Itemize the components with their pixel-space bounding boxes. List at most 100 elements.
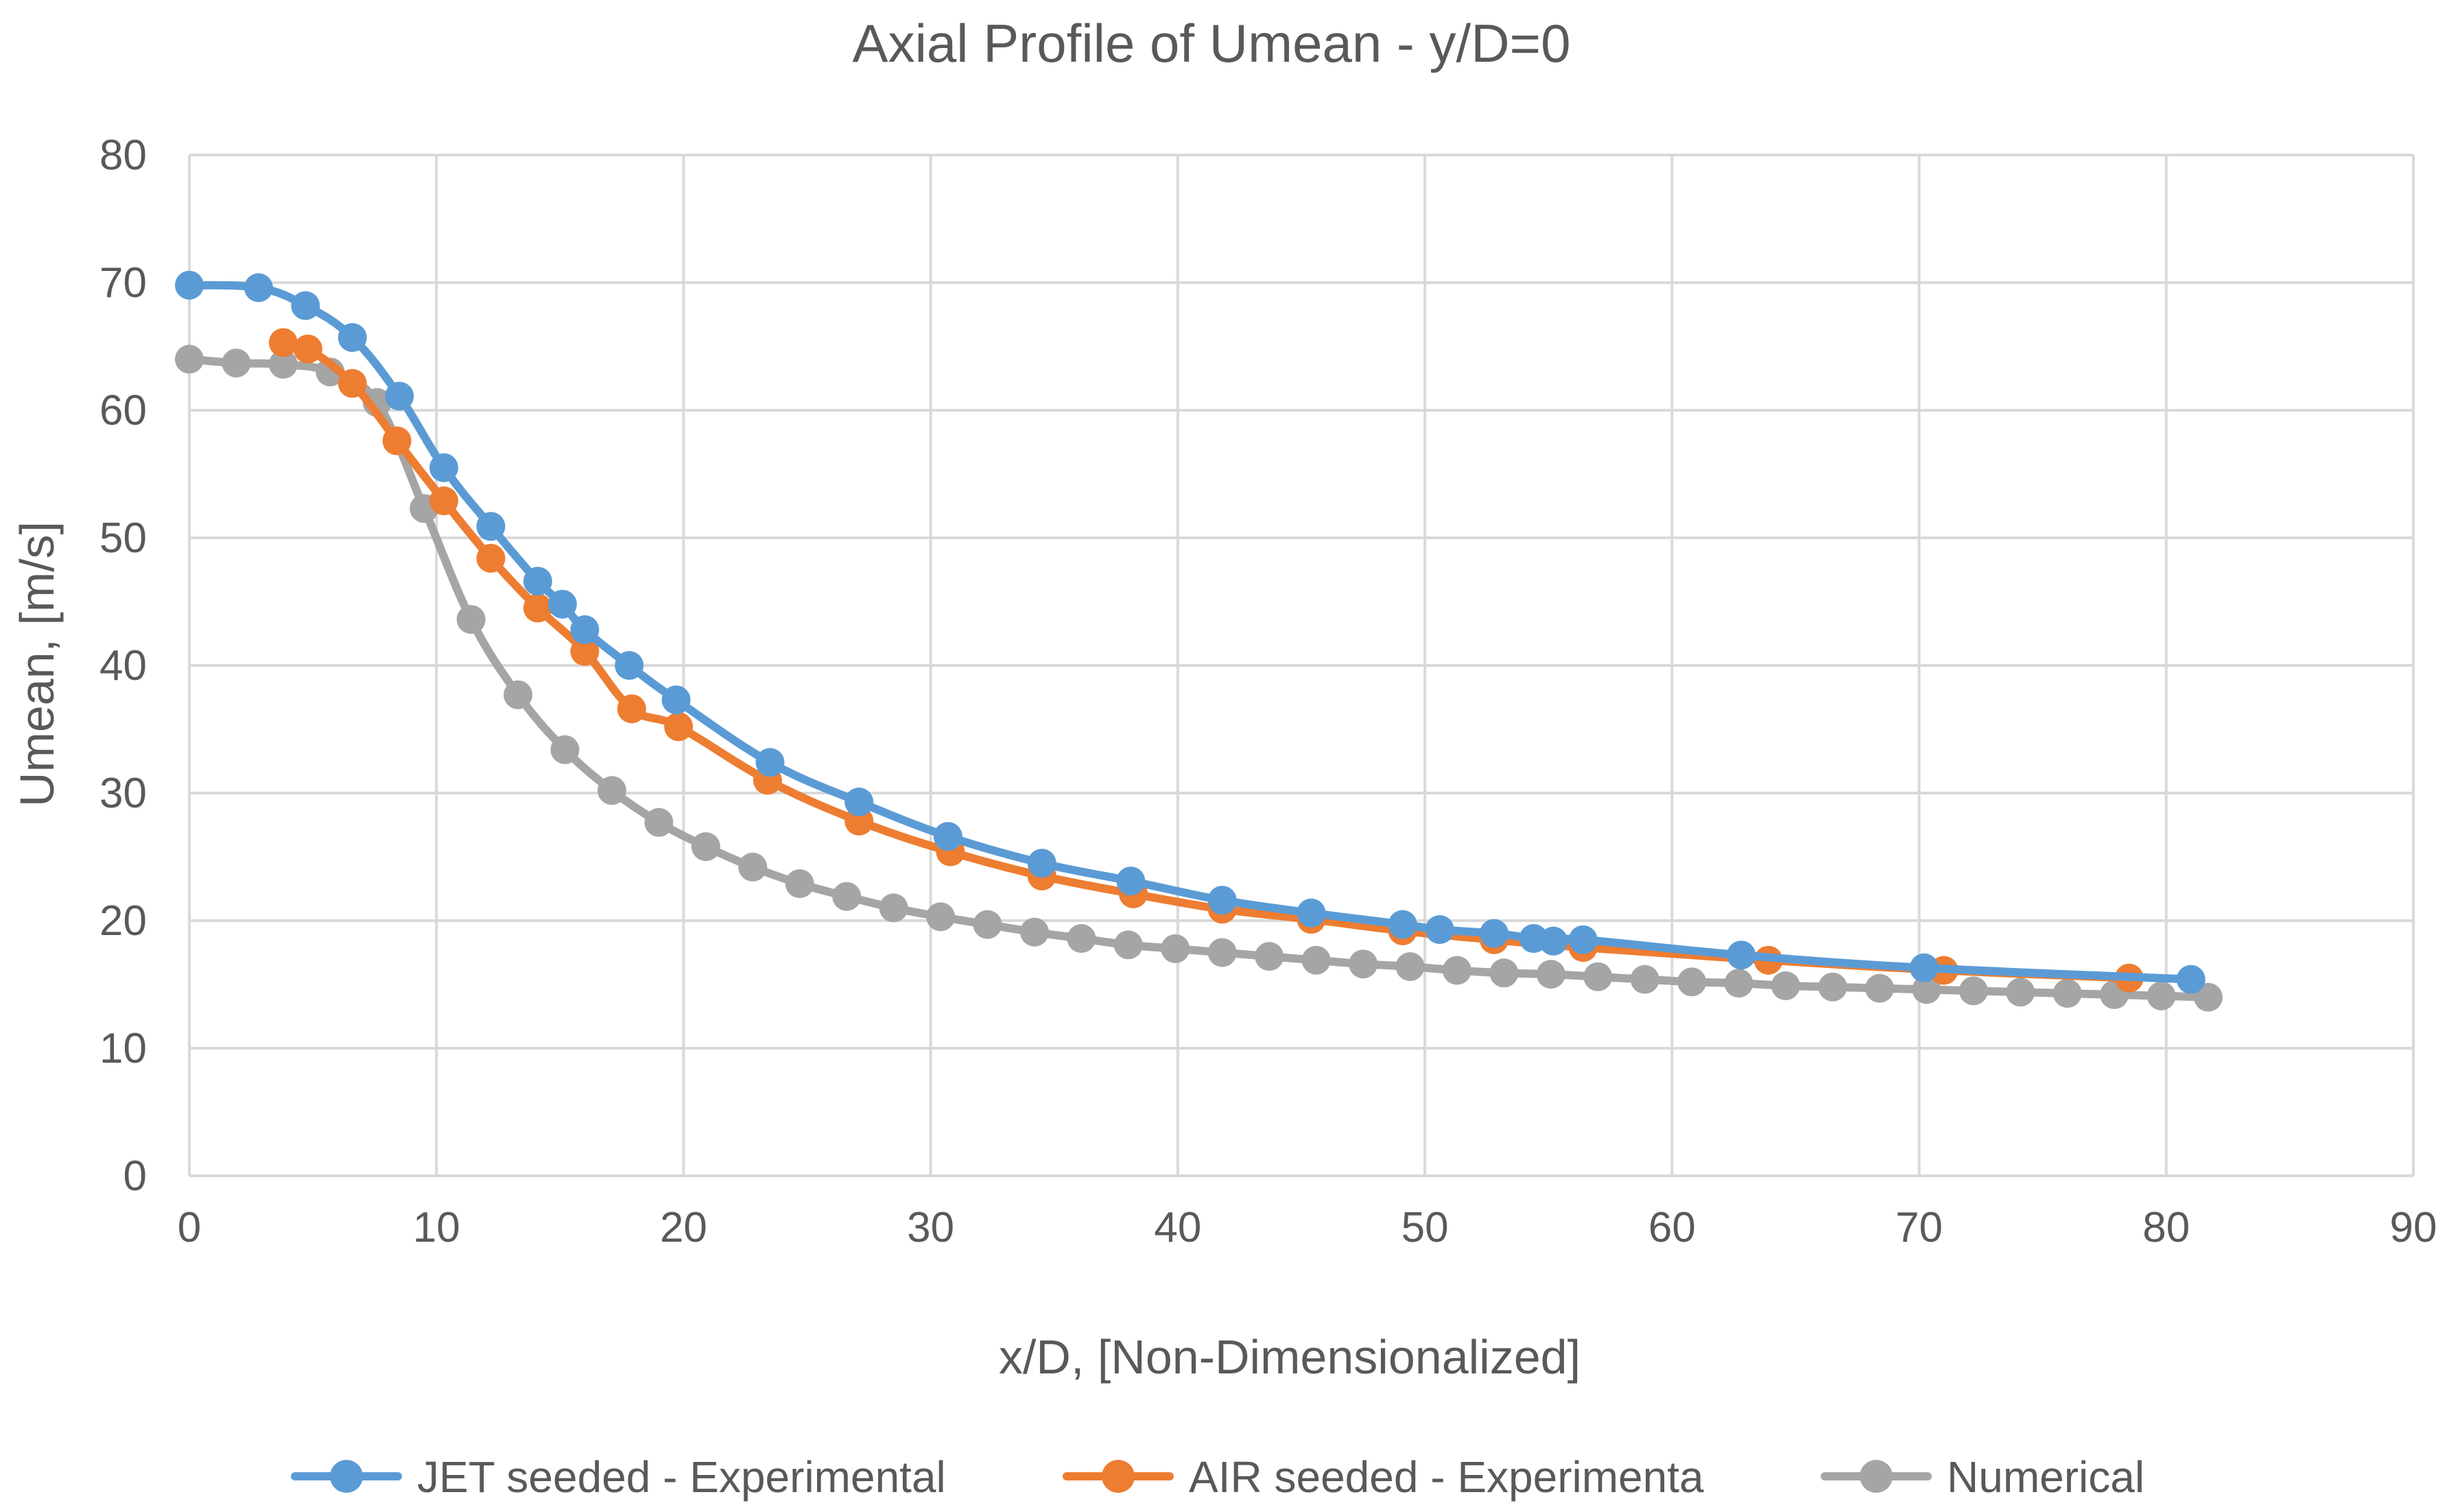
legend-swatch-marker xyxy=(1102,1460,1135,1493)
legend-label: Numerical xyxy=(1947,1452,2144,1502)
data-point xyxy=(2176,965,2205,994)
data-point xyxy=(2053,979,2082,1008)
data-point xyxy=(268,328,298,357)
x-tick-label: 70 xyxy=(1895,1204,1943,1251)
data-point xyxy=(933,822,962,851)
x-tick-label: 0 xyxy=(178,1204,201,1251)
x-tick-label: 80 xyxy=(2142,1204,2190,1251)
data-point xyxy=(456,605,486,634)
data-point xyxy=(2006,978,2035,1007)
data-point xyxy=(617,694,646,724)
data-point xyxy=(547,589,577,619)
data-point xyxy=(1771,971,1800,1000)
data-point xyxy=(570,637,600,666)
data-point xyxy=(382,426,412,456)
x-tick-label: 40 xyxy=(1154,1204,1201,1251)
series-layer xyxy=(175,270,2223,1012)
legend-item[interactable]: Numerical xyxy=(1821,1452,2144,1502)
data-point xyxy=(598,776,626,805)
data-point xyxy=(222,349,251,378)
data-point xyxy=(175,344,204,374)
data-point xyxy=(1724,969,1753,998)
data-point xyxy=(293,334,322,364)
y-tick-label: 0 xyxy=(123,1153,147,1200)
data-point xyxy=(926,902,956,932)
legend-label: JET seeded - Experimental xyxy=(417,1452,946,1502)
data-point xyxy=(1113,930,1143,960)
data-point xyxy=(1349,949,1378,979)
data-point xyxy=(1442,956,1471,985)
data-point xyxy=(1727,941,1756,970)
data-point xyxy=(429,453,458,482)
data-point xyxy=(1959,976,1988,1006)
data-point xyxy=(973,910,1002,939)
data-point xyxy=(429,486,458,516)
data-point xyxy=(832,882,862,911)
data-point xyxy=(1116,866,1146,896)
legend-item[interactable]: JET seeded - Experimental xyxy=(291,1452,946,1502)
data-point xyxy=(2194,982,2223,1012)
y-tick-label: 10 xyxy=(99,1025,147,1072)
data-point xyxy=(1865,973,1894,1003)
x-axis-title: x/D, [Non-Dimensionalized] xyxy=(999,1330,1581,1384)
data-point xyxy=(1583,962,1613,991)
legend-swatch-marker xyxy=(330,1460,363,1493)
data-point xyxy=(1630,965,1659,994)
data-point xyxy=(1480,919,1509,948)
data-point xyxy=(1388,910,1417,939)
data-point xyxy=(523,593,552,623)
y-tick-labels: 0 10 20 30 40 50 60 70 80 xyxy=(99,132,147,1200)
y-tick-label: 20 xyxy=(99,897,147,945)
data-point xyxy=(476,512,506,541)
data-point xyxy=(844,788,874,816)
data-point xyxy=(338,368,367,398)
data-point xyxy=(1568,925,1598,954)
legend-item[interactable]: AIR seeded - Experimenta xyxy=(1063,1452,1704,1502)
data-point xyxy=(504,680,533,709)
x-tick-label: 90 xyxy=(2390,1204,2437,1251)
data-point xyxy=(1395,952,1425,981)
data-point xyxy=(664,712,694,742)
x-tick-labels: 0 10 20 30 40 50 60 70 80 90 xyxy=(178,1204,2437,1251)
data-point xyxy=(644,807,674,837)
y-tick-label: 70 xyxy=(99,259,147,307)
x-tick-label: 60 xyxy=(1648,1204,1696,1251)
data-point xyxy=(691,832,720,862)
data-point xyxy=(1818,972,1847,1002)
data-point xyxy=(523,567,552,596)
data-point xyxy=(785,869,814,899)
data-point xyxy=(570,615,600,644)
data-point xyxy=(385,381,414,411)
y-tick-label: 80 xyxy=(99,132,147,179)
data-point xyxy=(1067,924,1096,953)
legend-swatch-marker xyxy=(1860,1460,1893,1493)
y-tick-label: 60 xyxy=(99,387,147,434)
data-point xyxy=(550,735,580,764)
data-point xyxy=(1297,898,1326,928)
data-point xyxy=(1027,849,1056,878)
y-tick-label: 30 xyxy=(99,770,147,817)
series-numerical xyxy=(175,344,2223,1012)
series-jet-seeded-experimental xyxy=(175,270,2205,994)
data-point xyxy=(1489,958,1519,988)
data-point xyxy=(244,273,273,303)
data-point xyxy=(1909,953,1939,982)
y-tick-label: 40 xyxy=(99,642,147,689)
data-point xyxy=(1425,915,1454,944)
data-point xyxy=(1539,926,1568,956)
x-tick-label: 20 xyxy=(660,1204,707,1251)
gridlines xyxy=(188,154,2415,1177)
data-point xyxy=(1255,942,1284,971)
data-point xyxy=(268,350,298,379)
y-axis-title: Umean, [m/s] xyxy=(10,521,64,807)
legend-label: AIR seeded - Experimenta xyxy=(1189,1452,1704,1502)
legend: JET seeded - Experimental AIR seeded - Ex… xyxy=(291,1452,2144,1502)
data-point xyxy=(1207,886,1237,915)
data-point xyxy=(1301,945,1331,975)
chart-title: Axial Profile of Umean - y/D=0 xyxy=(853,13,1571,73)
data-point xyxy=(1536,960,1565,989)
data-point xyxy=(879,893,908,923)
data-point xyxy=(1161,934,1190,963)
